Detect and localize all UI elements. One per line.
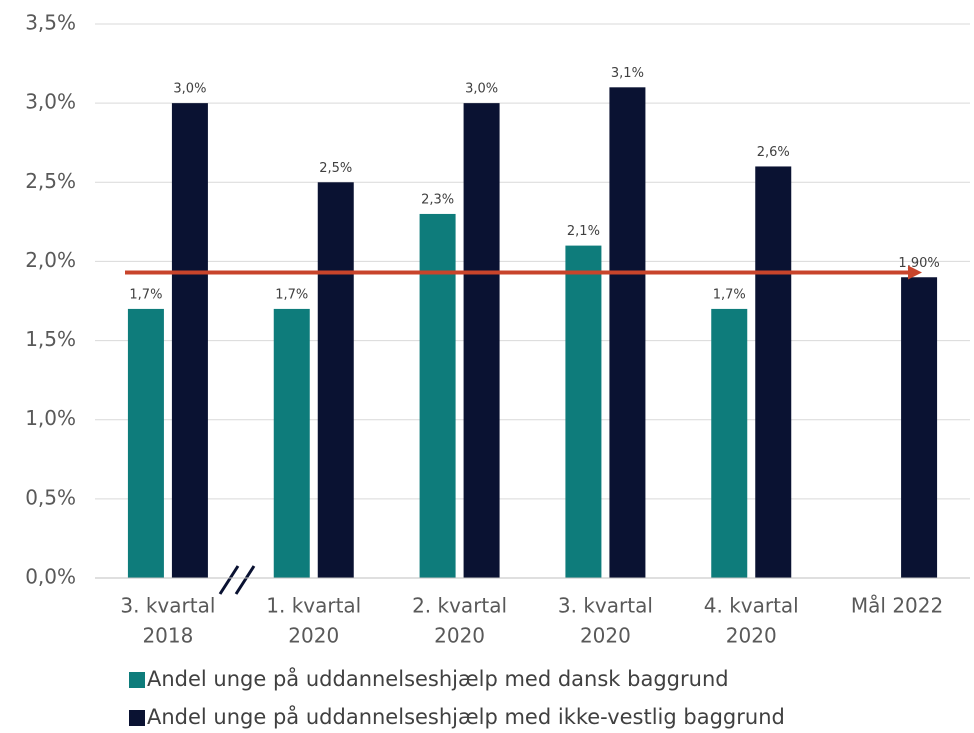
value-label: 2,1% <box>567 224 600 239</box>
bar <box>419 213 456 578</box>
bar <box>273 308 310 578</box>
legend-swatch <box>129 710 145 726</box>
y-tick-label: 0,0% <box>25 565 76 589</box>
value-label: 2,6% <box>757 145 790 160</box>
x-tick-label: 2020 <box>726 624 777 648</box>
value-label: 3,0% <box>173 82 206 97</box>
value-label: 1,7% <box>129 287 162 302</box>
bar <box>565 245 602 578</box>
y-tick-label: 3,5% <box>25 11 76 35</box>
x-tick-label: 1. kvartal <box>266 594 361 618</box>
x-tick-label: Mål 2022 <box>851 594 943 618</box>
legend-label: Andel unge på uddannelseshjælp med dansk… <box>147 666 729 691</box>
value-label: 2,5% <box>319 161 352 176</box>
value-label: 3,1% <box>611 66 644 81</box>
x-tick-label: 3. kvartal <box>120 594 215 618</box>
axis-break <box>218 565 240 595</box>
x-tick-label: 2020 <box>288 624 339 648</box>
y-tick-label: 3,0% <box>25 90 76 114</box>
bar <box>171 103 208 579</box>
x-tick-label: 2020 <box>580 624 631 648</box>
y-tick-label: 0,5% <box>25 485 76 509</box>
bar <box>901 277 938 578</box>
bar <box>609 87 646 579</box>
legend-label: Andel unge på uddannelseshjælp med ikke-… <box>147 704 785 729</box>
value-label: 1,7% <box>275 287 308 302</box>
axis-break <box>234 565 256 595</box>
x-tick-label: 2020 <box>434 624 485 648</box>
y-tick-label: 2,0% <box>25 248 76 272</box>
legend-swatch <box>129 672 145 688</box>
value-label: 2,3% <box>421 192 454 207</box>
target-arrow-head <box>908 265 922 280</box>
bar <box>755 166 792 578</box>
x-tick-label: 2. kvartal <box>412 594 507 618</box>
x-tick-label: 4. kvartal <box>704 594 799 618</box>
y-tick-label: 2,5% <box>25 169 76 193</box>
value-label: 1,7% <box>713 287 746 302</box>
y-tick-label: 1,5% <box>25 327 76 351</box>
value-label: 3,0% <box>465 82 498 97</box>
bar <box>711 308 748 578</box>
bar <box>317 182 354 579</box>
value-label: 1,90% <box>898 256 939 271</box>
x-tick-label: 3. kvartal <box>558 594 653 618</box>
x-tick-label: 2018 <box>142 624 193 648</box>
bar <box>127 308 164 578</box>
bar <box>463 103 500 579</box>
y-tick-label: 1,0% <box>25 406 76 430</box>
